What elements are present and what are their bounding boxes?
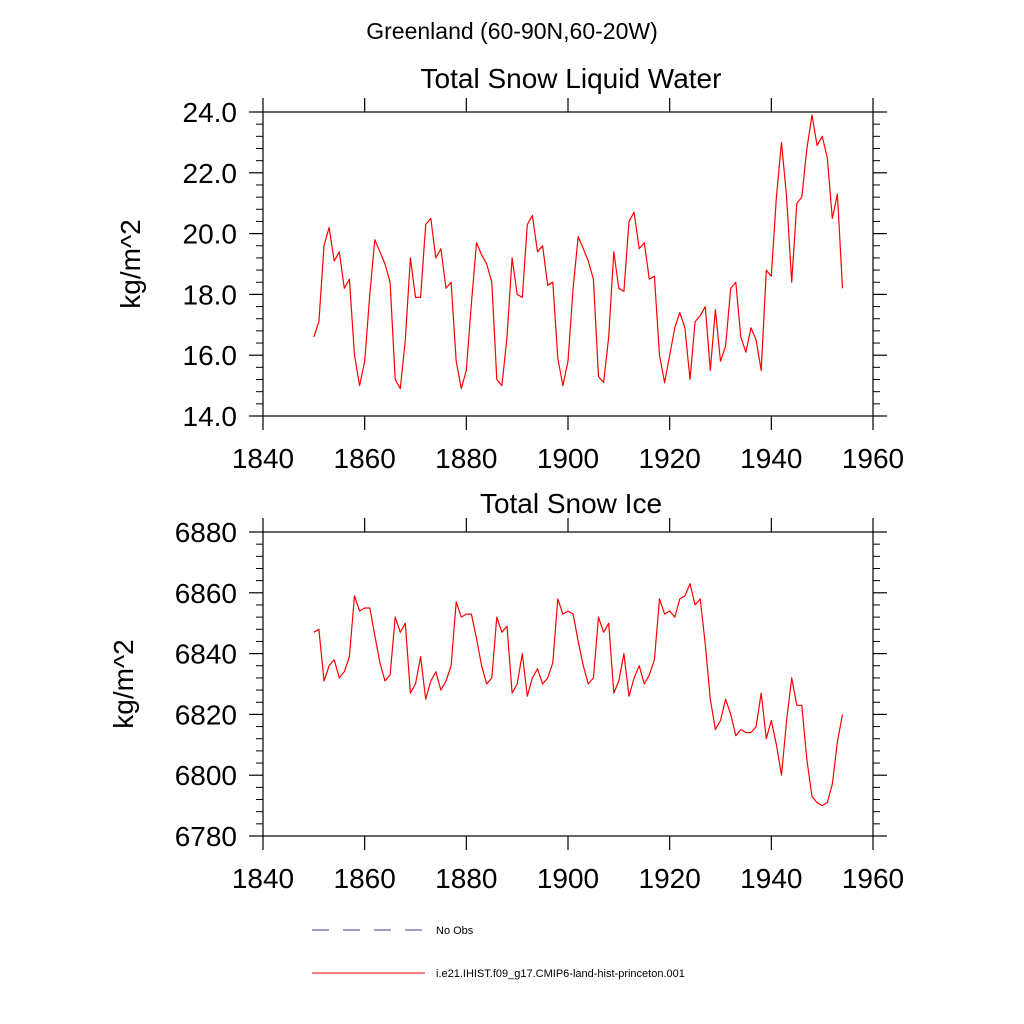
y-tick-label: 22.0 — [183, 158, 238, 189]
series-line-1 — [313, 583, 844, 807]
y-tick-label: 16.0 — [183, 340, 238, 371]
x-tick-label: 1840 — [232, 863, 294, 894]
x-tick-label: 1900 — [537, 443, 599, 474]
x-tick-label: 1960 — [842, 863, 904, 894]
chart-panel-1: Total Snow Liquid Water 1840 1860 1880 1900 1… — [115, 63, 904, 474]
x-tick-label: 1840 — [232, 443, 294, 474]
x-tick-label: 1940 — [740, 443, 802, 474]
chart-panel-2: Total Snow Ice 1840 1860 1880 1900 1920 1940 19… — [108, 488, 904, 894]
chart-title: Total Snow Ice — [480, 488, 662, 519]
x-tick-label: 1880 — [435, 443, 497, 474]
chart-title: Total Snow Liquid Water — [421, 63, 722, 94]
legend-label-1: No Obs — [436, 925, 474, 937]
y-tick-label: 6820 — [175, 699, 237, 730]
y-axis-label: kg/m^2 — [108, 639, 139, 728]
x-tick-label: 1960 — [842, 443, 904, 474]
plot-frame — [262, 111, 874, 417]
y-tick-label: 18.0 — [183, 279, 238, 310]
x-tick-label: 1900 — [537, 863, 599, 894]
y-tick-label: 6840 — [175, 639, 237, 670]
x-tick-label: 1920 — [639, 863, 701, 894]
y-tick-label: 6860 — [175, 578, 237, 609]
figure-title: Greenland (60-90N,60-20W) — [366, 18, 658, 44]
y-tick-label: 6800 — [175, 760, 237, 791]
x-tick-label: 1860 — [334, 863, 396, 894]
y-tick-label: 6880 — [175, 517, 237, 548]
x-tick-label: 1920 — [639, 443, 701, 474]
series-line-1 — [313, 114, 844, 390]
y-tick-label: 20.0 — [183, 219, 238, 250]
x-tick-label: 1880 — [435, 863, 497, 894]
y-axis-label: kg/m^2 — [115, 219, 146, 308]
y-tick-label: 14.0 — [183, 401, 238, 432]
legend-label-2: i.e21.IHIST.f09_g17.CMIP6-land-hist-prin… — [436, 968, 685, 980]
plot-frame — [262, 531, 874, 837]
x-tick-label: 1860 — [334, 443, 396, 474]
y-tick-label: 24.0 — [183, 97, 238, 128]
y-tick-label: 6780 — [175, 821, 237, 852]
legend: No Obs i.e21.IHIST.f09_g17.CMIP6-land-his… — [312, 925, 685, 980]
x-tick-label: 1940 — [740, 863, 802, 894]
